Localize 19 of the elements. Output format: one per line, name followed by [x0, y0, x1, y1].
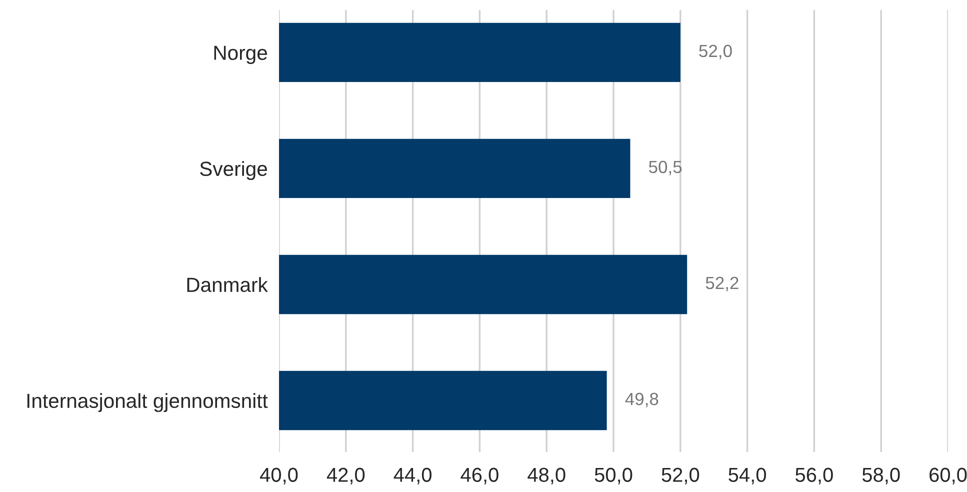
- x-tick-label: 44,0: [394, 468, 432, 484]
- data-label: 50,5: [648, 160, 682, 176]
- data-label: 49,8: [625, 392, 658, 408]
- x-tick-label: 42,0: [326, 468, 365, 484]
- x-tick-label: 46,0: [460, 468, 498, 484]
- y-tick-label: Danmark: [187, 277, 268, 292]
- x-tick-label: 56,0: [796, 468, 833, 484]
- x-tick-label: 50,0: [594, 468, 632, 484]
- y-tick-label: Internasjonalt gjennomsnitt: [27, 393, 268, 412]
- x-tick-label: 60,0: [930, 468, 967, 484]
- y-tick-label: Norge: [214, 46, 267, 64]
- x-tick-label: 40,0: [260, 468, 298, 484]
- data-label: 52,2: [706, 276, 738, 292]
- x-tick-label: 54,0: [728, 468, 766, 484]
- y-tick-label: Sverige: [200, 161, 267, 180]
- x-tick-label: 58,0: [862, 468, 900, 484]
- x-tick-label: 48,0: [528, 468, 566, 484]
- data-label: 52,0: [699, 44, 732, 60]
- x-tick-label: 52,0: [662, 468, 700, 484]
